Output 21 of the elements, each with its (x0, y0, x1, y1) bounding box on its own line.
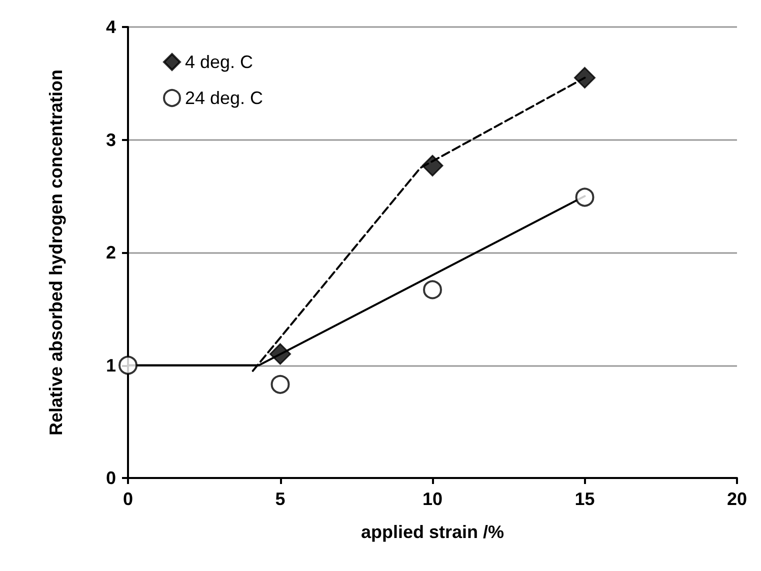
x-tick-label: 0 (122, 489, 134, 509)
x-tick-label: 15 (574, 489, 595, 509)
point (422, 154, 444, 176)
point (270, 343, 291, 365)
y-tick-label: 2 (106, 242, 116, 262)
point (575, 188, 594, 207)
x-tick-label: 5 (275, 489, 286, 509)
y-tick-label: 1 (106, 355, 116, 376)
x-tick-label: 20 (726, 489, 748, 509)
y-tick-label: 3 (106, 130, 116, 150)
legend-label: 24 deg. C (185, 88, 264, 108)
y-tick-label: 4 (106, 17, 116, 37)
y-axis-title: Relative absorbed hydrogen concentration (46, 69, 66, 436)
point (423, 280, 442, 300)
point (270, 374, 290, 394)
y-tick-label: 0 (106, 468, 116, 488)
point (574, 66, 596, 88)
x-axis-title: applied strain /% (360, 522, 504, 542)
x-tick-label: 10 (422, 489, 443, 509)
legend-label: 4 deg. C (185, 52, 254, 72)
point (118, 356, 138, 375)
